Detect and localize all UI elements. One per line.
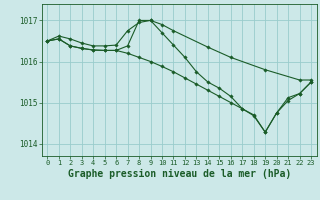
X-axis label: Graphe pression niveau de la mer (hPa): Graphe pression niveau de la mer (hPa)	[68, 169, 291, 179]
